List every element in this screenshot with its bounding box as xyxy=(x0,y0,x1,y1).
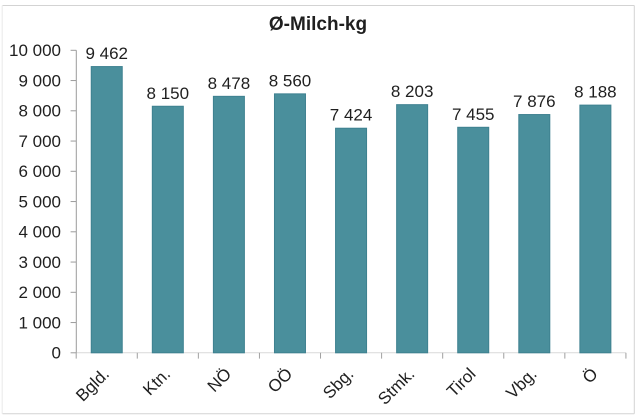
svg-text:8 203: 8 203 xyxy=(391,82,434,101)
svg-text:9 462: 9 462 xyxy=(85,44,128,63)
svg-text:7 000: 7 000 xyxy=(18,132,61,151)
svg-text:10 000: 10 000 xyxy=(9,41,61,60)
svg-text:6 000: 6 000 xyxy=(18,162,61,181)
svg-text:3 000: 3 000 xyxy=(18,253,61,272)
svg-text:0: 0 xyxy=(52,344,61,363)
svg-text:5 000: 5 000 xyxy=(18,192,61,211)
svg-text:8 478: 8 478 xyxy=(208,74,251,93)
svg-text:1 000: 1 000 xyxy=(18,313,61,332)
svg-text:8 000: 8 000 xyxy=(18,102,61,121)
svg-text:Ø-Milch-kg: Ø-Milch-kg xyxy=(269,14,367,35)
svg-text:2 000: 2 000 xyxy=(18,283,61,302)
svg-text:8 560: 8 560 xyxy=(269,71,312,90)
svg-text:7 876: 7 876 xyxy=(513,92,556,111)
svg-text:7 424: 7 424 xyxy=(330,106,373,125)
svg-text:8 150: 8 150 xyxy=(147,84,190,103)
svg-text:7 455: 7 455 xyxy=(452,105,495,124)
svg-text:4 000: 4 000 xyxy=(18,223,61,242)
svg-text:9 000: 9 000 xyxy=(18,71,61,90)
svg-text:8 188: 8 188 xyxy=(574,83,617,102)
